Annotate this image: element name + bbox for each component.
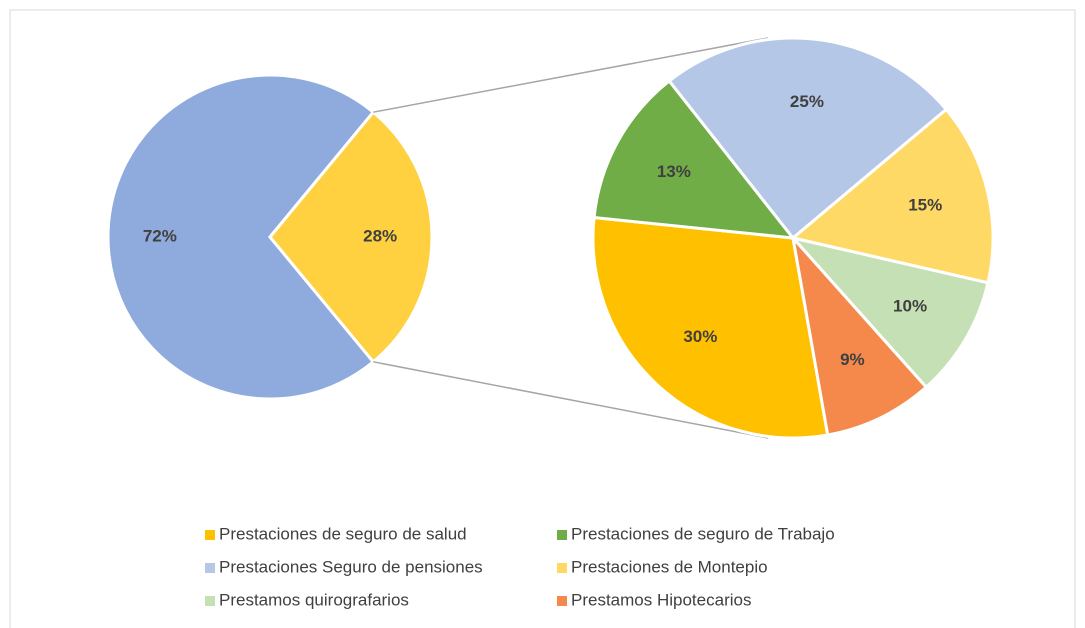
legend-swatch: [557, 596, 567, 606]
pie-slice: [789, 107, 995, 285]
pie-slice: [591, 215, 830, 440]
chart-border: [9, 9, 1076, 628]
data-label: 72%: [143, 226, 177, 245]
pie-slice: [592, 78, 797, 240]
pie-slice: [106, 73, 376, 401]
data-label: 10%: [893, 297, 927, 316]
legend-label: Prestamos quirografarios: [219, 590, 409, 609]
pie-slice: [667, 36, 949, 241]
legend-swatch: [557, 530, 567, 540]
data-label: 9%: [840, 350, 865, 369]
data-label: 25%: [790, 92, 824, 111]
connector: [373, 361, 769, 439]
connector: [373, 37, 769, 113]
legend-swatch: [205, 563, 215, 573]
legend-label: Prestaciones de Montepio: [571, 557, 768, 576]
legend-label: Prestaciones Seguro de pensiones: [219, 557, 483, 576]
legend-label: Prestaciones de seguro de Trabajo: [571, 524, 835, 543]
pie-slice: [788, 235, 990, 390]
legend-swatch: [205, 530, 215, 540]
legend-label: Prestamos Hipotecarios: [571, 590, 751, 609]
data-label: 15%: [908, 196, 942, 215]
legend-swatch: [557, 563, 567, 573]
legend-label: Prestaciones de seguro de salud: [219, 524, 467, 543]
legend-swatch: [205, 596, 215, 606]
data-label: 28%: [363, 226, 397, 245]
data-label: 13%: [657, 162, 691, 181]
pie-slice: [790, 233, 929, 437]
pie-slice: [268, 110, 434, 364]
data-label: 30%: [683, 327, 717, 346]
